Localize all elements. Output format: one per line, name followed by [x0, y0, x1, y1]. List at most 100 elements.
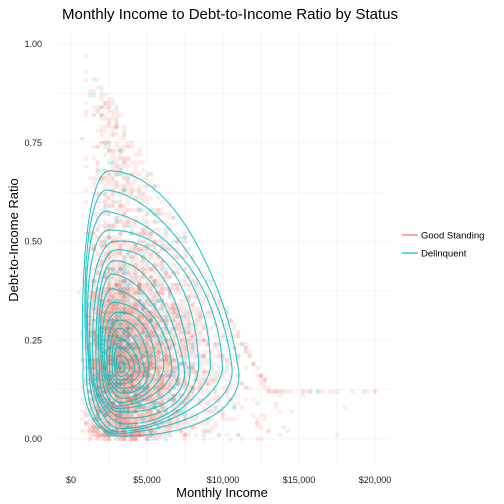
good-standing-point — [140, 231, 146, 236]
good-standing-point — [106, 310, 112, 315]
good-standing-point — [114, 389, 119, 394]
good-standing-point — [121, 393, 127, 398]
good-standing-point — [167, 306, 173, 311]
good-standing-point — [144, 199, 150, 205]
good-standing-point — [182, 310, 188, 315]
good-standing-point — [125, 345, 131, 351]
good-standing-point — [201, 270, 207, 276]
good-standing-point — [205, 310, 211, 315]
good-standing-point — [152, 377, 157, 383]
good-standing-point — [133, 164, 138, 169]
good-standing-point — [99, 259, 104, 264]
good-standing-point — [83, 69, 89, 74]
good-standing-point — [152, 377, 157, 383]
good-standing-point — [144, 176, 150, 181]
good-standing-point — [95, 270, 100, 276]
good-standing-point — [110, 128, 116, 134]
good-standing-point — [129, 330, 135, 335]
good-standing-point — [148, 231, 154, 236]
good-standing-point — [152, 322, 157, 327]
good-standing-point — [118, 294, 123, 300]
good-standing-point — [201, 428, 207, 434]
good-standing-point — [133, 243, 138, 248]
good-standing-point — [83, 77, 89, 82]
good-standing-point — [148, 361, 154, 367]
good-standing-point — [273, 405, 279, 410]
good-standing-point — [121, 345, 127, 351]
good-standing-point — [129, 365, 135, 371]
good-standing-point — [144, 365, 150, 371]
good-standing-point — [137, 322, 142, 327]
good-standing-point — [232, 417, 237, 422]
good-standing-point — [137, 148, 142, 153]
good-standing-point — [110, 203, 116, 209]
good-standing-point — [129, 318, 135, 323]
good-standing-point — [102, 302, 108, 308]
good-standing-point — [372, 389, 378, 394]
good-standing-point — [209, 409, 214, 414]
good-standing-point — [171, 302, 176, 308]
good-standing-point — [251, 397, 256, 402]
good-standing-point — [125, 156, 131, 161]
good-standing-point — [148, 310, 154, 315]
good-standing-point — [197, 290, 203, 296]
good-standing-point — [121, 278, 127, 284]
good-standing-point — [277, 409, 283, 414]
good-standing-point — [102, 183, 108, 189]
good-standing-point — [171, 251, 176, 256]
good-standing-point — [159, 290, 165, 296]
good-standing-point — [121, 306, 127, 311]
good-standing-point — [91, 183, 97, 189]
good-standing-point — [266, 428, 271, 434]
good-standing-point — [133, 345, 138, 351]
good-standing-point — [167, 432, 173, 438]
good-standing-point — [114, 417, 119, 422]
good-standing-point — [190, 377, 195, 383]
good-standing-point — [148, 294, 154, 300]
good-standing-point — [118, 357, 123, 363]
good-standing-point — [121, 266, 127, 272]
good-standing-point — [281, 424, 287, 430]
good-standing-point — [110, 318, 116, 323]
good-standing-point — [106, 294, 112, 300]
good-standing-point — [137, 341, 142, 347]
good-standing-point — [76, 290, 81, 296]
good-standing-point — [159, 381, 165, 387]
good-standing-point — [102, 199, 108, 205]
good-standing-point — [118, 393, 123, 398]
good-standing-point — [118, 338, 123, 343]
good-standing-point — [140, 318, 146, 323]
good-standing-point — [243, 385, 249, 390]
good-standing-point — [121, 160, 127, 165]
good-standing-point — [125, 345, 131, 351]
good-standing-point — [175, 326, 180, 331]
good-standing-point — [129, 361, 135, 367]
good-standing-point — [190, 334, 195, 339]
good-standing-point — [148, 381, 154, 387]
good-standing-point — [232, 326, 237, 331]
good-standing-point — [114, 164, 119, 169]
good-standing-point — [144, 393, 150, 398]
good-standing-point — [121, 136, 127, 142]
good-standing-point — [163, 361, 169, 367]
good-standing-point — [251, 361, 256, 367]
good-standing-point — [171, 393, 176, 398]
good-standing-point — [148, 397, 154, 402]
good-standing-point — [152, 310, 157, 315]
good-standing-point — [175, 322, 180, 327]
good-standing-point — [129, 326, 135, 331]
good-standing-point — [156, 369, 161, 375]
good-standing-point — [300, 389, 306, 394]
good-standing-point — [144, 322, 150, 327]
good-standing-point — [258, 381, 264, 387]
good-standing-point — [152, 243, 157, 248]
good-standing-point — [95, 432, 100, 438]
good-standing-point — [118, 195, 123, 201]
good-standing-point — [102, 93, 108, 98]
good-standing-point — [163, 330, 169, 335]
good-standing-point — [213, 389, 218, 394]
good-standing-point — [254, 417, 260, 422]
good-standing-point — [99, 176, 104, 181]
good-standing-point — [235, 373, 241, 379]
good-standing-point — [99, 180, 104, 185]
